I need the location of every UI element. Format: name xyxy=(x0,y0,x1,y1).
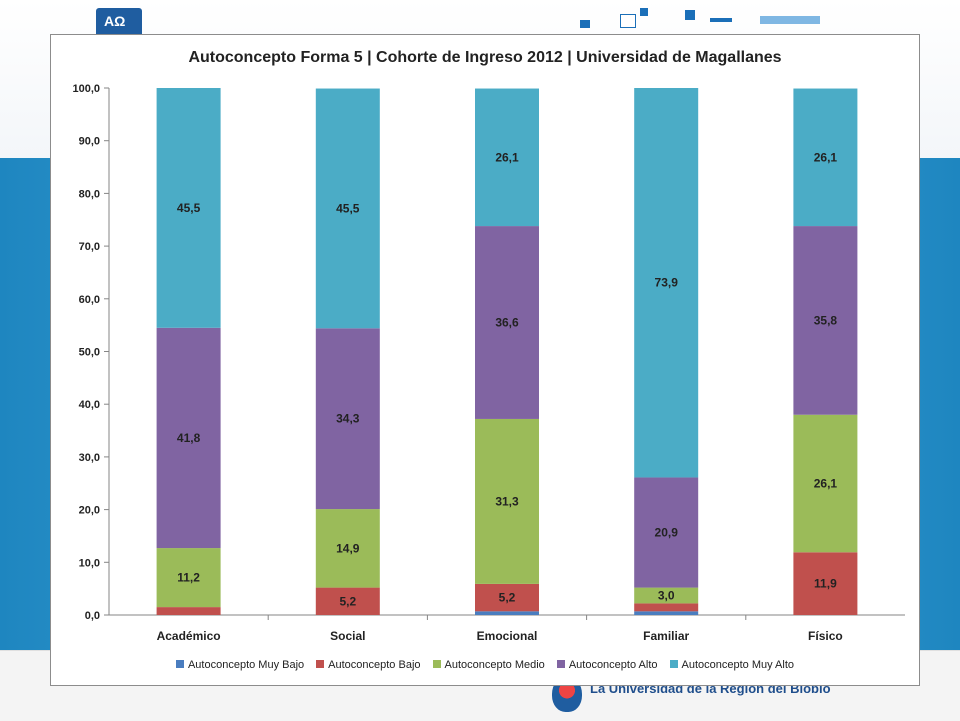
bar-segment xyxy=(634,88,699,478)
legend-swatch xyxy=(669,660,678,668)
legend-label: Autoconcepto Medio xyxy=(444,659,545,671)
y-tick-label: 100,0 xyxy=(72,83,100,95)
stacked-bar-chart: 0,0 10,0 20,0 30,0 40,0 50,0 60,0 70,0 80,0 90,0 1… xyxy=(72,83,905,643)
chart-legend: Autoconcepto Muy Bajo Autoconcepto Bajo Au… xyxy=(51,659,919,671)
y-tick-label: 30,0 xyxy=(79,452,100,464)
data-label: 5,2 xyxy=(499,591,516,605)
legend-swatch xyxy=(316,660,325,668)
legend-swatch xyxy=(556,660,565,668)
legend-swatch xyxy=(175,660,184,668)
data-label: 35,8 xyxy=(814,313,838,327)
data-label: 45,5 xyxy=(177,201,201,215)
data-label: 11,2 xyxy=(177,571,200,585)
bar-segment xyxy=(315,587,380,615)
legend-label: Autoconcepto Bajo xyxy=(328,659,421,671)
data-label: 41,8 xyxy=(177,431,201,445)
bar-segment xyxy=(475,88,539,227)
bar-segment xyxy=(475,583,539,612)
data-label: 31,3 xyxy=(495,494,519,508)
bar-segment xyxy=(634,611,699,615)
data-label: 45,5 xyxy=(336,201,360,215)
y-tick-label: 50,0 xyxy=(79,347,100,359)
chart-title: Autoconcepto Forma 5 | Cohorte de Ingres… xyxy=(188,49,782,66)
decorative-squares xyxy=(560,4,860,34)
bar-segment xyxy=(156,327,221,549)
y-tick-label: 80,0 xyxy=(79,188,100,200)
legend-item: Autoconcepto Medio xyxy=(432,659,545,671)
y-tick-label: 60,0 xyxy=(79,294,100,306)
bar-segment xyxy=(475,611,539,615)
data-label: 36,6 xyxy=(495,316,519,330)
data-label: 20,9 xyxy=(655,526,679,540)
legend-item: Autoconcepto Muy Bajo xyxy=(175,659,305,671)
data-label: 26,1 xyxy=(495,150,519,164)
data-label: 34,3 xyxy=(336,412,360,426)
y-tick-label: 10,0 xyxy=(79,557,100,569)
bar-segment xyxy=(156,88,221,328)
data-label: 26,1 xyxy=(814,150,838,164)
y-tick-label: 40,0 xyxy=(79,399,100,411)
bar-segment xyxy=(634,603,699,612)
legend-item: Autoconcepto Muy Alto xyxy=(669,659,795,671)
x-tick-label: Familiar xyxy=(643,629,689,643)
data-label: 11,9 xyxy=(814,577,837,591)
bar-segment xyxy=(793,226,858,415)
x-tick-label: Social xyxy=(330,629,365,643)
legend-item: Autoconcepto Bajo xyxy=(316,659,421,671)
bar-segment xyxy=(793,88,858,227)
legend-label: Autoconcepto Muy Alto xyxy=(681,659,795,671)
bar-segment xyxy=(793,414,858,553)
x-tick-label: Emocional xyxy=(477,629,538,643)
bar-segment xyxy=(634,477,699,588)
data-label: 3,0 xyxy=(658,589,675,603)
bar-segment xyxy=(634,587,699,604)
x-tick-label: Físico xyxy=(808,629,843,643)
chart-frame: Autoconcepto Forma 5 | Cohorte de Ingres… xyxy=(50,34,920,686)
university-crest-logo xyxy=(96,8,142,38)
y-tick-label: 90,0 xyxy=(79,136,100,148)
x-tick-label: Académico xyxy=(157,629,221,643)
legend-swatch xyxy=(432,660,441,668)
data-label: 14,9 xyxy=(336,541,360,555)
bar-segment xyxy=(793,552,858,615)
bar-segment xyxy=(475,226,539,419)
bar-segment xyxy=(156,607,221,615)
bar-segment xyxy=(315,88,380,329)
data-label: 26,1 xyxy=(814,477,838,491)
data-label: 73,9 xyxy=(655,276,679,290)
data-label: 5,2 xyxy=(339,594,356,608)
legend-label: Autoconcepto Alto xyxy=(568,659,658,671)
legend-item: Autoconcepto Alto xyxy=(556,659,658,671)
legend-label: Autoconcepto Muy Bajo xyxy=(187,659,305,671)
y-tick-label: 0,0 xyxy=(85,610,100,622)
bar-segment xyxy=(475,418,539,584)
bar-segment xyxy=(315,328,380,510)
bar-segment xyxy=(315,509,380,588)
y-tick-label: 20,0 xyxy=(79,505,100,517)
bar-segment xyxy=(156,548,221,608)
y-tick-label: 70,0 xyxy=(79,241,100,253)
